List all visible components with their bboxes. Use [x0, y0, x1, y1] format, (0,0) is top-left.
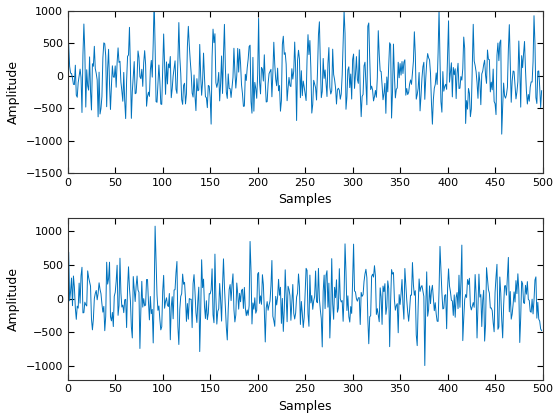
X-axis label: Samples: Samples [278, 400, 332, 413]
X-axis label: Samples: Samples [278, 194, 332, 207]
Y-axis label: Amplitude: Amplitude [7, 60, 20, 124]
Y-axis label: Amplitude: Amplitude [7, 267, 20, 331]
